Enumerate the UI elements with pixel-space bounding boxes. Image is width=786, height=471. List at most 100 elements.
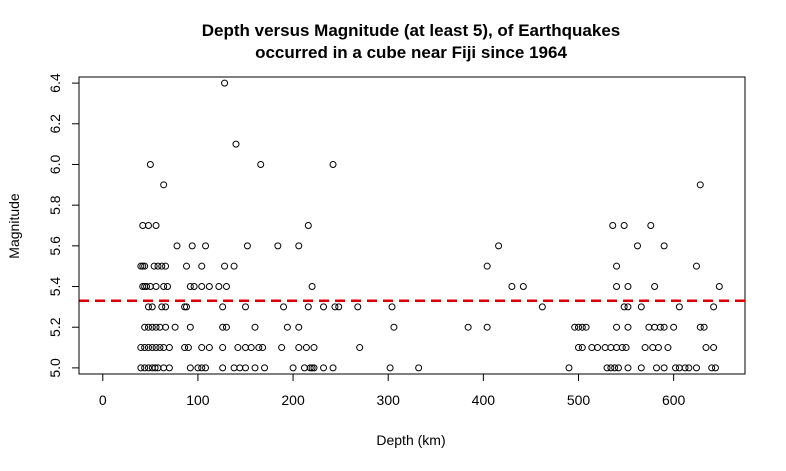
data-point <box>181 344 189 352</box>
data-point <box>633 242 641 250</box>
data-point <box>202 364 210 372</box>
data-point <box>708 364 716 372</box>
y-tick-label: 5.0 <box>47 358 63 378</box>
data-point <box>198 262 206 270</box>
data-point <box>508 283 516 291</box>
data-point <box>483 262 491 270</box>
data-point <box>295 323 303 331</box>
chart-title-line-2: occurred in a cube near Fiji since 1964 <box>255 43 567 62</box>
data-point <box>144 323 152 331</box>
data-point <box>645 323 653 331</box>
data-point <box>613 283 621 291</box>
data-point <box>257 160 265 168</box>
data-point <box>637 303 645 311</box>
data-point <box>137 344 145 352</box>
data-point <box>637 364 645 372</box>
data-point <box>230 364 238 372</box>
data-point <box>702 344 710 352</box>
x-tick-label: 300 <box>377 392 401 408</box>
data-point <box>158 303 166 311</box>
data-point <box>565 364 573 372</box>
data-point <box>664 344 672 352</box>
data-point <box>152 323 160 331</box>
data-point <box>306 364 314 372</box>
data-point <box>320 364 328 372</box>
data-point <box>320 303 328 311</box>
data-point <box>150 262 158 270</box>
data-point <box>283 323 291 331</box>
data-point <box>158 262 166 270</box>
data-point <box>304 303 312 311</box>
data-point <box>388 303 396 311</box>
data-point <box>582 323 590 331</box>
x-tick-label: 500 <box>567 392 591 408</box>
data-point <box>613 262 621 270</box>
data-point <box>186 364 194 372</box>
data-point <box>519 283 527 291</box>
data-point <box>692 262 700 270</box>
data-point <box>148 323 156 331</box>
data-point <box>146 160 154 168</box>
data-point <box>308 283 316 291</box>
data-point <box>700 323 708 331</box>
data-point <box>710 344 718 352</box>
data-point <box>215 283 223 291</box>
data-point <box>137 262 145 270</box>
data-point <box>162 262 170 270</box>
data-points <box>137 79 723 372</box>
data-point <box>614 364 622 372</box>
data-point <box>165 364 173 372</box>
data-point <box>578 323 586 331</box>
data-point <box>205 344 213 352</box>
data-point <box>335 303 343 311</box>
data-point <box>139 283 147 291</box>
data-point <box>538 303 546 311</box>
data-point <box>620 303 628 311</box>
data-point <box>152 283 160 291</box>
data-point <box>660 364 668 372</box>
data-point <box>181 303 189 311</box>
plot-frame <box>78 76 746 375</box>
data-point <box>186 323 194 331</box>
data-point <box>144 344 152 352</box>
data-point <box>251 364 259 372</box>
data-point <box>651 283 659 291</box>
data-point <box>715 283 723 291</box>
data-point <box>660 242 668 250</box>
data-point <box>222 323 230 331</box>
data-point <box>255 344 263 352</box>
data-point <box>219 364 227 372</box>
data-point <box>141 262 149 270</box>
data-point <box>672 364 680 372</box>
data-point <box>654 344 662 352</box>
data-point <box>641 344 649 352</box>
data-point <box>230 262 238 270</box>
data-point <box>152 344 160 352</box>
data-point <box>656 323 664 331</box>
data-point <box>607 344 615 352</box>
data-point <box>144 364 152 372</box>
data-point <box>194 364 202 372</box>
data-point <box>390 323 398 331</box>
data-point <box>160 283 168 291</box>
data-point <box>186 283 194 291</box>
data-point <box>624 303 632 311</box>
y-tick-label: 5.4 <box>47 277 63 297</box>
data-point <box>243 242 251 250</box>
data-point <box>354 303 362 311</box>
data-point <box>710 303 718 311</box>
data-point <box>660 323 668 331</box>
data-point <box>607 364 615 372</box>
data-point <box>171 323 179 331</box>
data-point <box>205 283 213 291</box>
data-point <box>221 79 229 87</box>
data-point <box>675 303 683 311</box>
data-point <box>624 364 632 372</box>
x-tick-label: 600 <box>662 392 686 408</box>
data-point <box>308 364 316 372</box>
data-point <box>144 222 152 229</box>
data-point <box>289 364 297 372</box>
data-point <box>242 303 249 311</box>
data-point <box>151 364 159 372</box>
